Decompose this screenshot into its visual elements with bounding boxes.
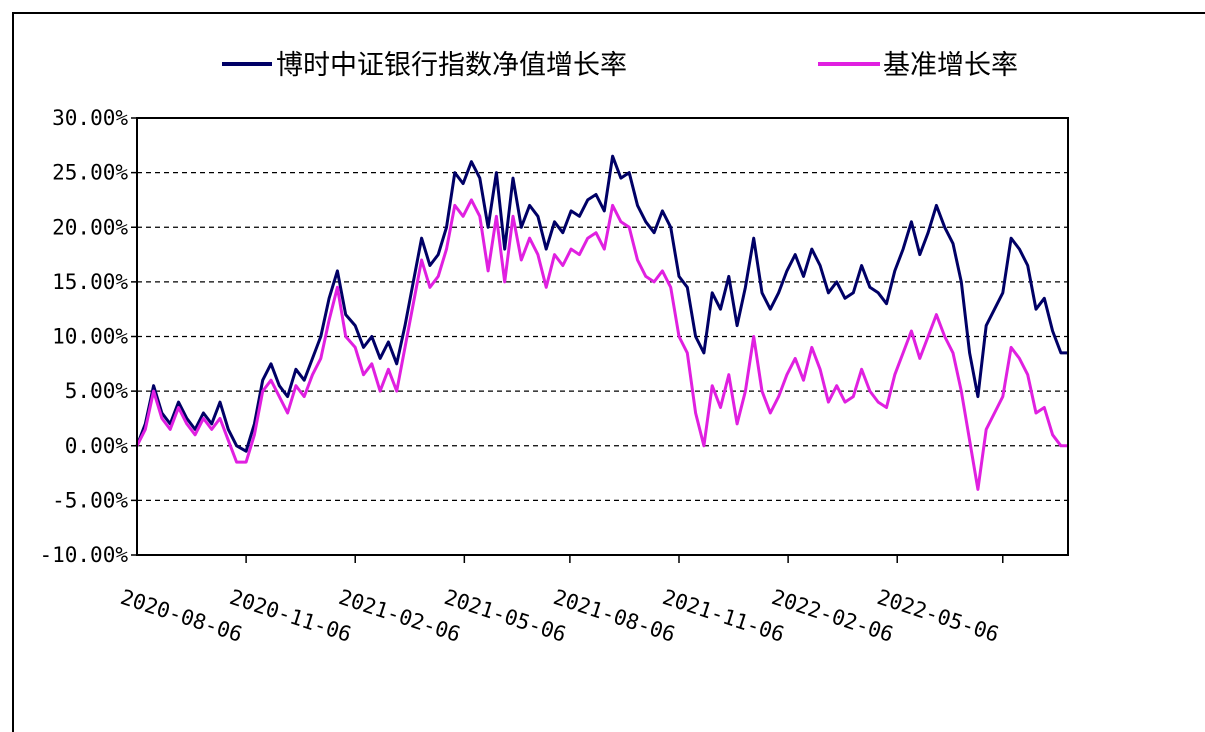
y-tick-label: -10.00% [39, 543, 128, 567]
x-tick-label: 2021-08-06 [550, 585, 678, 647]
y-tick-label: -5.00% [52, 488, 128, 512]
x-tick-label: 2021-05-06 [441, 585, 569, 647]
series-line-fund [135, 154, 1068, 453]
x-tick-label: 2020-08-06 [118, 585, 246, 647]
x-tick-label: 2022-05-06 [874, 585, 1002, 647]
chart-frame [12, 12, 1205, 732]
x-tick-label: 2021-11-06 [660, 585, 788, 647]
x-tick-label: 2022-02-06 [769, 585, 897, 647]
y-axis-ticks: 30.00% 25.00% 20.00% 15.00% 10.00% 5.00% 0.00%… [39, 106, 137, 567]
y-tick-label: 20.00% [52, 215, 128, 239]
legend: 博时中证银行指数净值增长率 基准增长率 [222, 50, 1018, 81]
y-tick-label: 15.00% [52, 270, 128, 294]
x-axis-ticks: 2020-08-062020-11-062021-02-062021-05-06… [118, 555, 1004, 647]
x-tick-label: 2021-02-06 [336, 585, 464, 647]
x-tick-label: 2020-11-06 [227, 585, 355, 647]
y-tick-label: 25.00% [52, 161, 128, 185]
y-tick-label: 10.00% [52, 325, 128, 349]
y-tick-label: 5.00% [65, 379, 129, 403]
series-lines [135, 154, 1068, 491]
series-line-benchmark [135, 198, 1068, 491]
y-tick-label: 30.00% [52, 106, 128, 130]
line-chart: 博时中证银行指数净值增长率 基准增长率 30.00% 25.00% 20.00% 15… [39, 50, 1069, 647]
legend-label-benchmark: 基准增长率 [883, 50, 1018, 81]
legend-label-fund: 博时中证银行指数净值增长率 [276, 50, 627, 81]
y-tick-label: 0.00% [65, 434, 129, 458]
